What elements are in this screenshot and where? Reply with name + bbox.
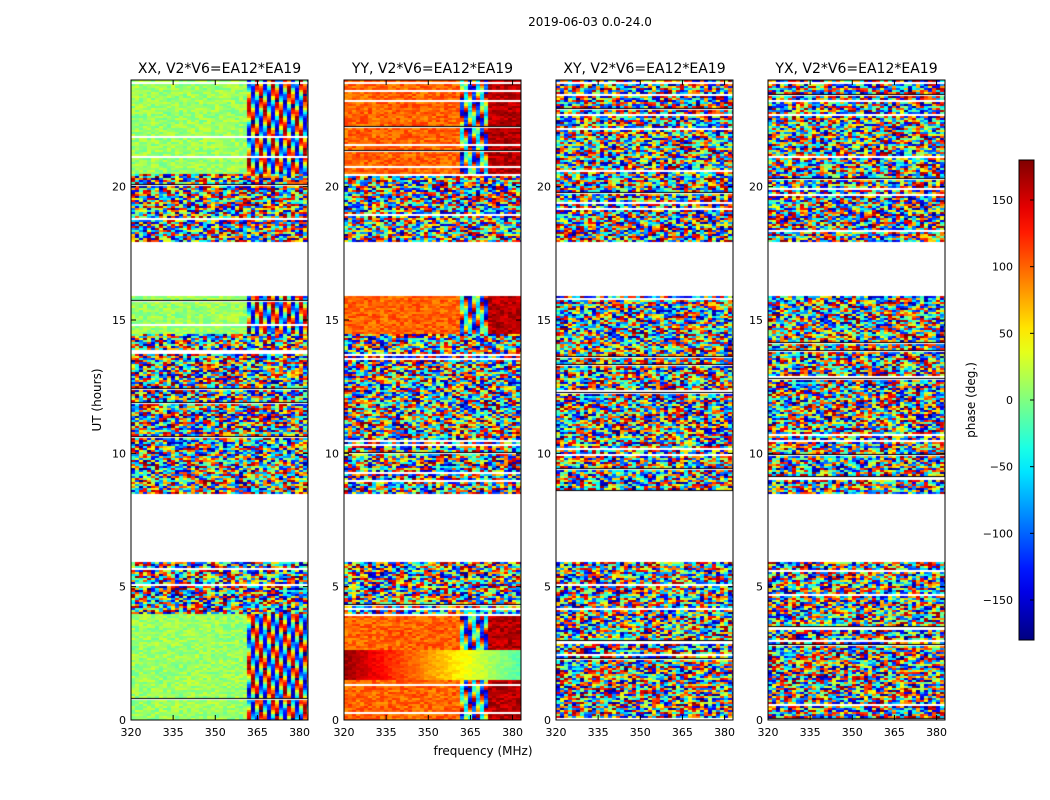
x-tick-label: 380 <box>502 726 523 739</box>
y-tick-label: 15 <box>537 314 551 327</box>
x-tick-label: 350 <box>842 726 863 739</box>
x-axis-label: frequency (MHz) <box>433 744 532 758</box>
panel-title: YX, V2*V6=EA12*EA19 <box>774 61 937 77</box>
phase-image <box>344 80 521 720</box>
phase-image <box>768 80 945 720</box>
x-tick-label: 320 <box>758 726 779 739</box>
colorbar-tick-label: 50 <box>999 327 1013 340</box>
x-tick-label: 380 <box>714 726 735 739</box>
panel-image-container <box>344 80 521 720</box>
x-tick-label: 335 <box>163 726 184 739</box>
colorbar-label: phase (deg.) <box>964 362 978 438</box>
colorbar-tick-label: 150 <box>992 194 1013 207</box>
y-tick-label: 15 <box>325 314 339 327</box>
phase-image <box>131 80 308 720</box>
x-tick-label: 335 <box>588 726 609 739</box>
panel-image-container <box>556 80 733 720</box>
y-tick-label: 10 <box>112 447 126 460</box>
y-tick-label: 20 <box>749 181 763 194</box>
y-tick-label: 20 <box>112 181 126 194</box>
y-tick-label: 0 <box>544 714 551 727</box>
x-tick-label: 380 <box>289 726 310 739</box>
x-tick-label: 335 <box>800 726 821 739</box>
y-tick-label: 0 <box>119 714 126 727</box>
colorbar-tick-label: 100 <box>992 261 1013 274</box>
y-tick-label: 20 <box>325 181 339 194</box>
y-tick-label: 0 <box>332 714 339 727</box>
panel-2: YY, V2*V6=EA12*EA19 320 335 350 365 380 0 5 10 15… <box>325 61 523 739</box>
y-tick-label: 20 <box>537 181 551 194</box>
y-tick-label: 5 <box>544 581 551 594</box>
x-tick-label: 365 <box>460 726 481 739</box>
panel-frame <box>130 79 309 721</box>
colorbar-tick-label: −100 <box>983 527 1013 540</box>
x-tick-label: 335 <box>376 726 397 739</box>
phase-image <box>556 80 733 720</box>
y-tick-label: 5 <box>332 581 339 594</box>
panel-title: XY, V2*V6=EA12*EA19 <box>563 61 725 77</box>
y-tick-label: 5 <box>756 581 763 594</box>
colorbar-tick-label: 0 <box>1006 394 1013 407</box>
panels-group: XX, V2*V6=EA12*EA19 320 335 350 365 380 0 5 10 15… <box>112 61 947 739</box>
x-tick-label: 350 <box>205 726 226 739</box>
panel-frame <box>767 79 946 721</box>
figure-title: 2019-06-03 0.0-24.0 <box>528 15 652 29</box>
panel-title: YY, V2*V6=EA12*EA19 <box>351 61 513 77</box>
x-tick-label: 320 <box>546 726 567 739</box>
colorbar-tick-label: −150 <box>983 594 1013 607</box>
colorbar-tick-label: −50 <box>990 461 1013 474</box>
x-tick-label: 320 <box>121 726 142 739</box>
x-tick-label: 320 <box>334 726 355 739</box>
panel-1: XX, V2*V6=EA12*EA19 320 335 350 365 380 0 5 10 15… <box>112 61 310 739</box>
x-tick-label: 380 <box>926 726 947 739</box>
x-tick-label: 365 <box>672 726 693 739</box>
panel-image-container <box>131 80 308 720</box>
y-tick-label: 5 <box>119 581 126 594</box>
y-axis-label: UT (hours) <box>90 368 104 431</box>
y-tick-label: 15 <box>112 314 126 327</box>
x-tick-label: 350 <box>418 726 439 739</box>
panel-title: XX, V2*V6=EA12*EA19 <box>138 61 301 77</box>
y-tick-label: 10 <box>537 447 551 460</box>
y-tick-label: 10 <box>749 447 763 460</box>
x-tick-label: 365 <box>884 726 905 739</box>
x-tick-label: 365 <box>247 726 268 739</box>
y-tick-label: 10 <box>325 447 339 460</box>
x-tick-label: 350 <box>630 726 651 739</box>
y-tick-label: 0 <box>756 714 763 727</box>
panel-frame <box>343 79 522 721</box>
panel-4: YX, V2*V6=EA12*EA19 320 335 350 365 380 0 5 10 15… <box>749 61 947 739</box>
panel-image-container <box>768 80 945 720</box>
colorbar: −150 −100 −50 0 50 100 150 phase (deg.) <box>964 159 1035 641</box>
panel-3: XY, V2*V6=EA12*EA19 320 335 350 365 380 0 5 10 15… <box>537 61 735 739</box>
y-tick-label: 15 <box>749 314 763 327</box>
panel-frame <box>555 79 734 721</box>
